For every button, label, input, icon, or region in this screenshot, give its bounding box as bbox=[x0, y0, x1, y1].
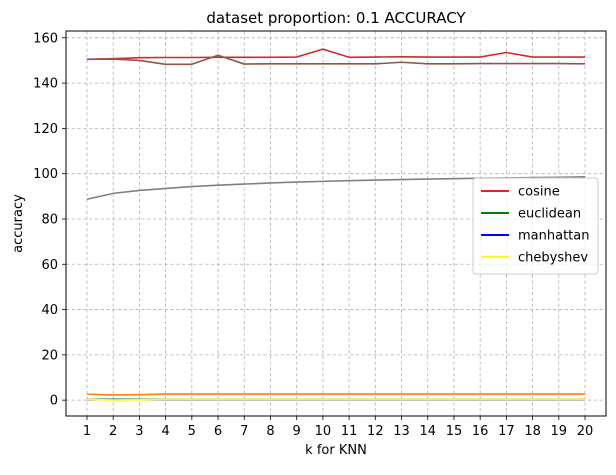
x-tick-label: 7 bbox=[240, 424, 248, 439]
legend-label-chebyshev: chebyshev bbox=[518, 251, 588, 266]
x-tick-label: 10 bbox=[315, 424, 332, 439]
y-tick-label: 20 bbox=[41, 348, 58, 363]
x-tick-label: 19 bbox=[551, 424, 568, 439]
x-tick-label: 17 bbox=[498, 424, 515, 439]
x-tick-label: 2 bbox=[109, 424, 117, 439]
x-tick-label: 14 bbox=[419, 424, 436, 439]
x-tick-label: 12 bbox=[367, 424, 384, 439]
x-tick-label: 15 bbox=[446, 424, 463, 439]
series-line-4 bbox=[87, 394, 585, 395]
y-tick-label: 120 bbox=[33, 122, 58, 137]
x-tick-label: 1 bbox=[83, 424, 91, 439]
x-tick-label: 13 bbox=[393, 424, 410, 439]
y-axis-label: accuracy bbox=[11, 194, 26, 253]
y-tick-label: 80 bbox=[41, 212, 58, 227]
x-tick-label: 18 bbox=[524, 424, 541, 439]
x-tick-label: 8 bbox=[266, 424, 274, 439]
legend-label-euclidean: euclidean bbox=[518, 207, 581, 222]
y-tick-label: 100 bbox=[33, 167, 58, 182]
y-tick-label: 140 bbox=[33, 77, 58, 92]
chart-legend: cosine euclidean manhattan chebyshev bbox=[473, 178, 598, 274]
legend-label-manhattan: manhattan bbox=[518, 229, 589, 244]
x-tick-label: 4 bbox=[161, 424, 169, 439]
y-tick-label: 40 bbox=[41, 303, 58, 318]
x-axis-label: k for KNN bbox=[305, 443, 367, 458]
x-tick-label: 16 bbox=[472, 424, 489, 439]
legend-label-cosine: cosine bbox=[518, 185, 560, 200]
x-tick-label: 6 bbox=[214, 424, 222, 439]
x-tick-label: 3 bbox=[135, 424, 143, 439]
chart-title: dataset proportion: 0.1 ACCURACY bbox=[206, 9, 466, 27]
y-tick-label: 60 bbox=[41, 258, 58, 273]
y-tick-label: 0 bbox=[50, 394, 58, 409]
x-tick-label: 11 bbox=[341, 424, 358, 439]
y-tick-label: 160 bbox=[33, 31, 58, 46]
x-tick-label: 20 bbox=[577, 424, 594, 439]
x-tick-label: 5 bbox=[188, 424, 196, 439]
x-tick-label: 9 bbox=[293, 424, 301, 439]
